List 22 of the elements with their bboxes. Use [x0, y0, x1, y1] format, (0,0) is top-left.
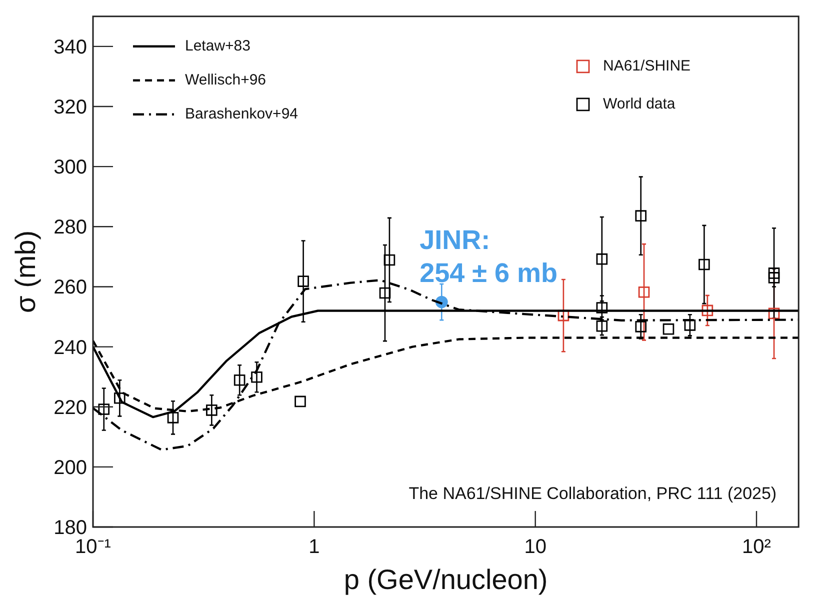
y-tick-label: 320	[54, 96, 87, 119]
y-tick-label: 220	[54, 396, 87, 419]
y-tick-label: 280	[54, 216, 87, 239]
x-axis-title: p (GeV/nucleon)	[344, 564, 548, 595]
legend-label: Wellisch+96	[185, 72, 266, 89]
x-tick-label: 1	[308, 536, 320, 558]
legend-label: NA61/SHINE	[603, 58, 691, 75]
y-tick-label: 260	[54, 276, 87, 299]
y-axis-title: σ (mb)	[10, 230, 41, 314]
y-tick-label: 200	[54, 456, 87, 479]
x-tick-label: 10²	[742, 536, 772, 558]
y-tick-label: 240	[54, 336, 87, 359]
annotation: The NA61/SHINE Collaboration, PRC 111 (2025)	[408, 484, 777, 503]
legend-label: Barashenkov+94	[185, 106, 298, 123]
annotation: JINR: 254 ± 6 mb	[420, 225, 558, 288]
y-tick-label: 180	[54, 517, 87, 539]
x-tick-label: 10⁻¹	[75, 536, 112, 558]
legend-label: World data	[603, 96, 676, 113]
x-tick-label: 10	[524, 536, 546, 558]
y-tick-label: 300	[54, 156, 87, 179]
y-tick-label: 340	[54, 36, 87, 58]
legend-label: Letaw+83	[185, 38, 250, 55]
